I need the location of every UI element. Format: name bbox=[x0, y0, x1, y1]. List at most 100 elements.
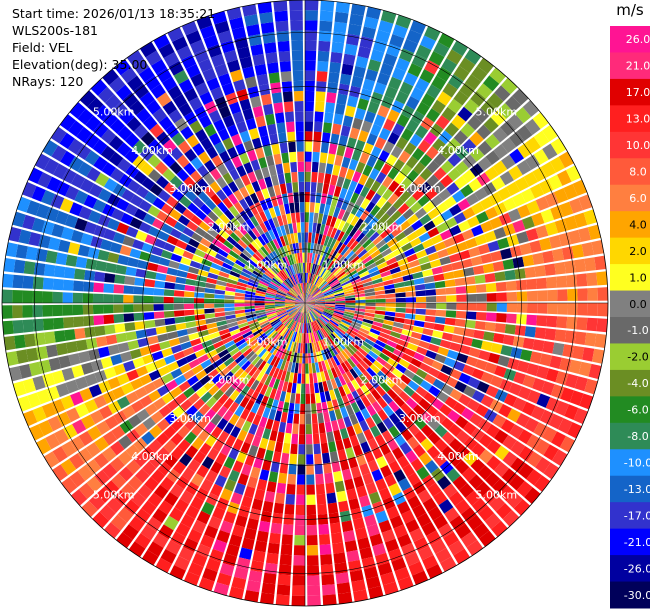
gate-cell bbox=[245, 399, 255, 411]
gate-cell bbox=[297, 454, 305, 465]
gate-cell bbox=[394, 317, 405, 324]
gate-cell bbox=[249, 204, 259, 216]
gate-cell bbox=[363, 284, 374, 290]
gate-cell bbox=[276, 369, 284, 380]
gate-cell bbox=[275, 274, 284, 283]
gate-cell bbox=[305, 363, 309, 374]
gate-cell bbox=[310, 332, 314, 343]
gate-cell bbox=[140, 162, 154, 176]
gate-cell bbox=[310, 322, 315, 333]
gate-cell bbox=[16, 349, 29, 364]
gate-cell bbox=[297, 295, 305, 303]
gate-cell bbox=[332, 313, 343, 320]
gate-cell bbox=[323, 311, 333, 317]
gate-cell bbox=[413, 161, 426, 175]
gate-cell bbox=[13, 259, 26, 274]
gate-cell bbox=[58, 239, 71, 253]
gate-cell bbox=[374, 136, 387, 150]
gate-cell bbox=[285, 296, 296, 301]
gate-cell bbox=[279, 61, 291, 72]
gate-cell bbox=[414, 314, 426, 321]
gate-cell bbox=[333, 310, 344, 316]
gate-cell bbox=[480, 394, 494, 408]
gate-cell bbox=[257, 235, 266, 246]
gate-cell bbox=[479, 530, 496, 547]
gate-cell bbox=[325, 298, 336, 301]
gate-cell bbox=[347, 253, 358, 263]
gate-cell bbox=[237, 322, 249, 329]
gate-cell bbox=[309, 342, 313, 354]
range-ring-label: 1.00km bbox=[246, 335, 288, 348]
gate-cell bbox=[250, 256, 260, 265]
gate-cell bbox=[395, 90, 409, 105]
gate-cell bbox=[198, 403, 211, 416]
gate-cell bbox=[305, 295, 313, 303]
gate-cell bbox=[251, 137, 262, 150]
gate-cell bbox=[443, 325, 455, 334]
gate-cell bbox=[322, 312, 332, 318]
gate-cell bbox=[275, 293, 286, 298]
gate-cell bbox=[205, 317, 217, 324]
gate-cell bbox=[355, 206, 365, 218]
gate-cell bbox=[414, 284, 426, 291]
gate-cell bbox=[93, 395, 107, 409]
gate-cell bbox=[302, 293, 305, 303]
gate-cell bbox=[204, 308, 215, 314]
gate-cell bbox=[220, 332, 232, 340]
gate-cell bbox=[200, 391, 213, 403]
gate-cell bbox=[389, 266, 401, 275]
gate-cell bbox=[449, 388, 463, 401]
gate-cell bbox=[277, 311, 287, 317]
gate-cell bbox=[578, 194, 593, 211]
gate-cell bbox=[423, 131, 438, 145]
gate-cell bbox=[105, 334, 118, 345]
gate-cell bbox=[208, 384, 220, 396]
gate-cell bbox=[364, 213, 375, 224]
gate-cell bbox=[247, 149, 258, 162]
gate-cell bbox=[542, 124, 558, 142]
gate-cell bbox=[187, 459, 201, 473]
gate-cell bbox=[254, 358, 264, 369]
gate-cell bbox=[41, 220, 55, 235]
gate-cell bbox=[256, 73, 269, 86]
gate-cell bbox=[12, 211, 26, 228]
gate-cell bbox=[116, 222, 130, 235]
gate-cell bbox=[320, 142, 329, 154]
gate-cell bbox=[291, 321, 297, 331]
gate-cell bbox=[551, 431, 566, 448]
gate-cell bbox=[518, 386, 532, 400]
gate-cell bbox=[244, 76, 258, 89]
gate-cell bbox=[242, 330, 253, 339]
gate-cell bbox=[278, 288, 288, 294]
gate-cell bbox=[293, 192, 299, 203]
gate-cell bbox=[394, 185, 406, 198]
gate-cell bbox=[286, 121, 295, 133]
gate-cell bbox=[121, 382, 134, 395]
gate-cell bbox=[44, 331, 56, 345]
gate-cell bbox=[216, 418, 228, 431]
gate-cell bbox=[306, 262, 309, 273]
gate-cell bbox=[374, 434, 386, 447]
gate-cell bbox=[410, 358, 422, 368]
gate-cell bbox=[492, 160, 508, 175]
gate-cell bbox=[336, 490, 347, 503]
gate-cell bbox=[313, 352, 318, 363]
gate-cell bbox=[305, 232, 309, 243]
gate-cell bbox=[292, 70, 304, 82]
gate-cell bbox=[560, 387, 574, 403]
gate-cell bbox=[541, 381, 555, 396]
gate-cell bbox=[281, 269, 289, 279]
gate-cell bbox=[397, 576, 414, 591]
gate-cell bbox=[336, 582, 351, 594]
gate-cell bbox=[287, 293, 297, 299]
gate-cell bbox=[380, 228, 391, 239]
gate-cell bbox=[226, 236, 237, 246]
gate-cell bbox=[250, 44, 264, 56]
gate-cell bbox=[445, 376, 458, 388]
gate-cell bbox=[404, 318, 415, 326]
gate-cell bbox=[343, 530, 356, 543]
gate-cell bbox=[9, 366, 23, 382]
gate-cell bbox=[306, 333, 310, 344]
gate-cell bbox=[210, 483, 223, 497]
gate-cell bbox=[228, 250, 240, 259]
